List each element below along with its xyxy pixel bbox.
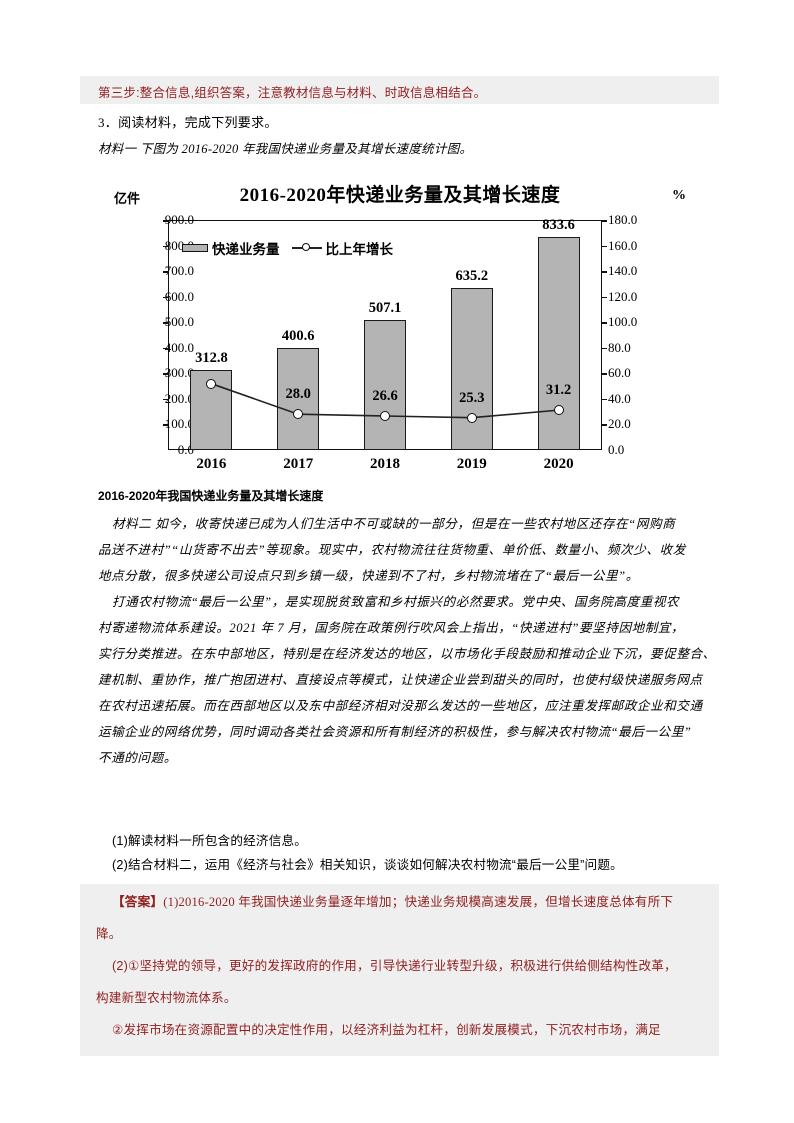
chart-bar-value-label: 507.1 xyxy=(368,300,402,317)
left-tick-label: 100.0 xyxy=(164,416,194,432)
right-axis-tick xyxy=(602,398,607,401)
left-axis-tick xyxy=(163,424,168,427)
material-two-line: 建机制、重协作，推广抱团进村、直接设点等模式，让快递企业尝到甜头的同时，也使村级… xyxy=(98,673,703,687)
right-axis-tick xyxy=(602,347,607,350)
right-axis-tick xyxy=(602,271,607,273)
right-tick-label: 20.0 xyxy=(608,416,631,432)
right-tick-label: 60.0 xyxy=(608,365,631,381)
chart-line-marker xyxy=(466,412,477,423)
chart-title: 2016-2020年快递业务量及其增长速度 xyxy=(239,185,561,206)
right-tick-label: 120.0 xyxy=(608,288,638,304)
answer-text: (1)2016-2020 年我国快递业务量逐年增加；快递业务规模高速发展，但增长… xyxy=(163,895,674,909)
material-two-line: 材料二 如今，收寄快递已成为人们生活中不可或缺的一部分，但是在一些农村地区还存在… xyxy=(112,517,676,531)
chart-line-marker xyxy=(206,378,217,389)
left-tick-label: 600.0 xyxy=(164,288,194,304)
chart-x-label: 2016 xyxy=(196,456,227,472)
chart-line-marker xyxy=(553,405,564,416)
sub-question: (1)解读材料一所包含的经济信息。 xyxy=(112,834,308,848)
material-two-line: 村寄递物流体系建设。2021 年 7 月，国务院在政策例行吹风会上指出，“快递进… xyxy=(98,621,685,635)
right-axis-tick xyxy=(602,296,607,299)
left-axis-tick xyxy=(163,296,168,299)
chart-x-label: 2019 xyxy=(456,456,487,472)
answer-line: ②发挥市场在资源配置中的决定性作用，以经济利益为杠杆，创新发展模式，下沉农村市场… xyxy=(112,1023,661,1037)
right-tick-label: 140.0 xyxy=(608,263,638,279)
chart-x-label: 2020 xyxy=(543,456,574,472)
answer-label: 【答案】 xyxy=(112,895,164,909)
right-tick-label: 160.0 xyxy=(608,237,638,253)
left-axis-tick xyxy=(163,245,168,248)
left-tick-label: 400.0 xyxy=(164,339,194,355)
right-axis-tick xyxy=(602,373,607,375)
left-axis-tick xyxy=(163,322,168,324)
answer-line: 【答案】(1)2016-2020 年我国快递业务量逐年增加；快递业务规模高速发展… xyxy=(112,896,673,909)
left-tick-label: 200.0 xyxy=(164,390,194,406)
question-number-line: 3．阅读材料，完成下列要求。 xyxy=(98,115,278,130)
chart-x-label: 2018 xyxy=(370,456,400,472)
chart-bar xyxy=(364,320,406,450)
left-axis-tick xyxy=(163,347,168,350)
left-tick-label: 300.0 xyxy=(164,365,194,381)
legend-bar-label: 快递业务量 xyxy=(212,242,280,257)
right-tick-label: 40.0 xyxy=(608,390,631,406)
step-highlight-band xyxy=(80,76,719,104)
chart-growth-value-label: 31.2 xyxy=(545,382,572,399)
material-two-line: 在农村迅速拓展。而在西部地区以及东中部经济相对没那么发达的一些地区，应注重发挥邮… xyxy=(98,699,703,713)
right-axis-tick xyxy=(602,424,607,427)
sub-question: (2)结合材料二，运用《经济与社会》相关知识，谈谈如何解决农村物流“最后一公里”… xyxy=(112,858,623,872)
chart-line-marker xyxy=(293,409,304,420)
left-tick-label: 0.0 xyxy=(177,442,194,457)
material-two-line: 实行分类推进。在东中部地区，特别是在经济发达的地区，以市场化手段鼓励和推动企业下… xyxy=(98,647,716,661)
material-one-lead: 材料一 下图为 2016-2020 年我国快递业务量及其增长速度统计图。 xyxy=(98,142,473,156)
answer-line: (2)①坚持党的领导，更好的发挥政府的作用，引导快递行业转型升级，积极进行供给侧… xyxy=(112,959,677,973)
material-two-line: 地点分散，很多快递公司设点只到乡镇一级，快递到不了村，乡村物流堵在了“最后一公里… xyxy=(98,569,639,583)
legend-item-bar: 快递业务量 xyxy=(182,238,280,258)
chart-x-label: 2017 xyxy=(283,456,314,472)
chart-bar-value-label: 833.6 xyxy=(542,216,575,233)
chart-left-axis-unit: 亿件 xyxy=(114,191,141,206)
left-tick-label: 500.0 xyxy=(164,314,194,330)
chart-bar-value-label: 400.6 xyxy=(281,327,315,344)
right-tick-label: 100.0 xyxy=(608,314,638,330)
statistics-chart: 2016-2020年快递业务量及其增长速度 亿件 % 0.0 100.0 200.0… xyxy=(100,180,700,480)
chart-right-axis-unit: % xyxy=(672,188,686,203)
left-axis-tick xyxy=(163,220,168,222)
right-tick-label: 0.0 xyxy=(608,442,625,457)
chart-bar-value-label: 312.8 xyxy=(195,350,228,367)
left-axis-tick xyxy=(163,373,168,375)
material-two-line: 运输企业的网络优势，同时调动各类社会资源和所有制经济的积极性，参与解决农村物流“… xyxy=(98,725,692,739)
chart-bar xyxy=(450,287,493,450)
step-banner-text: 第三步:整合信息,组织答案，注意教材信息与材料、时政信息相结合。 xyxy=(98,86,487,100)
legend-line-swatch-icon xyxy=(291,243,322,253)
right-tick-label: 80.0 xyxy=(608,339,631,355)
legend-line-label: 比上年增长 xyxy=(325,242,394,257)
figure-caption: 2016-2020年我国快递业务量及其增长速度 xyxy=(98,489,324,503)
answer-line: 降。 xyxy=(96,927,122,941)
chart-legend: 快递业务量 比上年增长 xyxy=(182,238,393,258)
chart-growth-value-label: 26.6 xyxy=(372,388,398,404)
right-axis-tick xyxy=(602,322,607,324)
right-axis-tick xyxy=(602,245,607,248)
material-two-line: 不通的问题。 xyxy=(98,751,177,765)
right-tick-label: 180.0 xyxy=(608,212,638,227)
chart-bar-value-label: 635.2 xyxy=(455,267,489,284)
chart-bar xyxy=(537,236,580,450)
left-tick-label: 900.0 xyxy=(164,212,194,227)
material-two-line: 打通农村物流“最后一公里”，是实现脱贫致富和乡村振兴的必然要求。党中央、国务院高… xyxy=(112,595,680,609)
left-axis-tick xyxy=(163,271,168,273)
left-axis-tick xyxy=(163,398,168,401)
chart-growth-value-label: 25.3 xyxy=(459,389,485,406)
answer-line: 构建新型农村物流体系。 xyxy=(96,991,237,1005)
left-tick-label: 700.0 xyxy=(164,263,194,279)
right-axis-tick xyxy=(602,220,607,222)
chart-growth-value-label: 28.0 xyxy=(285,386,311,403)
legend-item-line: 比上年增长 xyxy=(291,238,394,258)
answer-highlight-band xyxy=(80,884,719,1056)
chart-line-marker xyxy=(380,411,390,421)
material-two-line: 品送不进村”“山货寄不出去”等现象。现实中，农村物流往往货物重、单价低、数量小、… xyxy=(98,543,686,557)
legend-bar-swatch-icon xyxy=(182,244,208,252)
